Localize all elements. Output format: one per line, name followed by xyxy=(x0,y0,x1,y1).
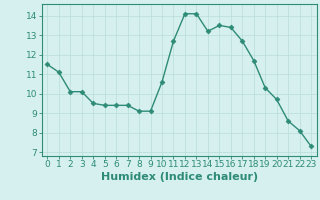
X-axis label: Humidex (Indice chaleur): Humidex (Indice chaleur) xyxy=(100,172,258,182)
